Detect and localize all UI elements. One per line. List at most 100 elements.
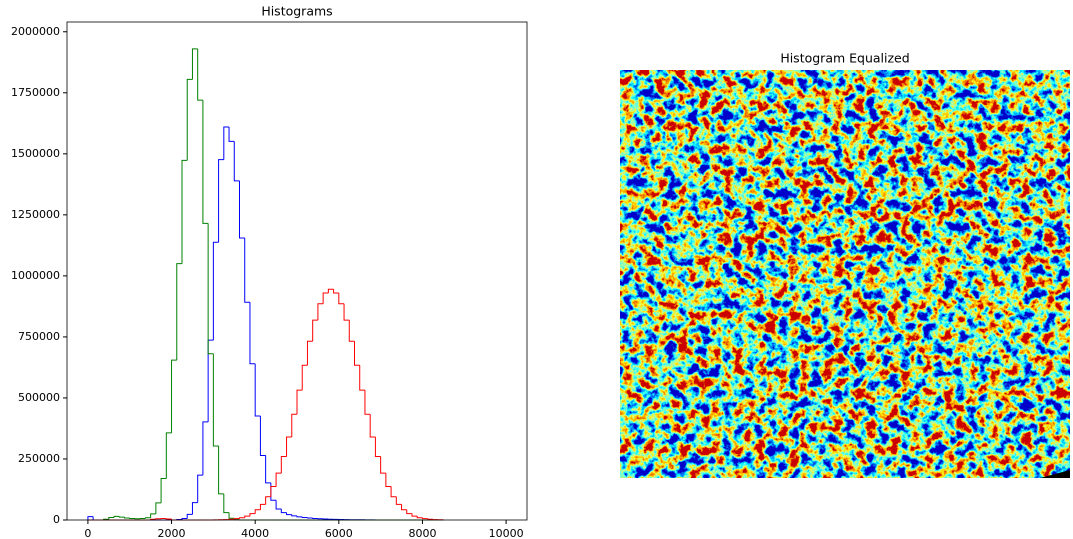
histogram-step (280, 456, 287, 474)
histogram-step (338, 292, 345, 305)
histogram-step (186, 78, 193, 161)
histogram-step (239, 180, 245, 239)
histogram-step (197, 48, 203, 101)
histogram-step (275, 472, 282, 487)
histogram-step (202, 100, 209, 224)
x-tick-label: 6000 (325, 527, 353, 539)
histogram-step (118, 516, 125, 518)
histogram-step (374, 437, 381, 458)
axes-frame (66, 21, 528, 521)
plot-area (67, 22, 527, 520)
y-tick-label: 2000000 (11, 25, 60, 38)
histogram-step (286, 512, 292, 516)
histogram-step (401, 504, 407, 511)
x-tick-label: 10000 (489, 527, 524, 539)
histogram-step (244, 515, 250, 518)
histogram-step (155, 502, 162, 514)
y-tick-label: 750000 (18, 330, 60, 343)
histogram-step (202, 421, 209, 476)
histogram-step (411, 513, 418, 517)
histogram-step (327, 288, 334, 293)
histogram-step (228, 512, 235, 519)
histogram-step (343, 303, 350, 321)
histogram-step (364, 390, 371, 415)
histogram-step (369, 414, 376, 438)
histogram-step (380, 456, 386, 474)
histogram-step (124, 517, 130, 519)
histogram-step (406, 509, 412, 515)
histogram-step (291, 413, 297, 437)
histogram-step (244, 238, 250, 303)
x-tick-label: 4000 (241, 527, 269, 539)
histogram-step (421, 517, 428, 520)
histogram-step (427, 518, 433, 520)
chart-title: Histogram Equalized (780, 51, 909, 66)
histogram-step (348, 320, 355, 342)
x-tick-label: 8000 (408, 527, 436, 539)
histogram-step (233, 518, 240, 520)
histogram-step (181, 159, 188, 264)
histogram-step (87, 516, 94, 520)
histogram-step (249, 302, 256, 365)
histogram-step (191, 502, 198, 515)
histogram-step (301, 364, 308, 391)
histogram-step (239, 517, 245, 519)
histogram-step (207, 223, 214, 355)
histogram-step (296, 389, 303, 415)
histogram-step (301, 516, 308, 519)
histogram-step (322, 292, 329, 304)
histogram-step (306, 340, 313, 366)
y-tick-label: 1750000 (11, 86, 60, 99)
histogram-step (186, 513, 193, 519)
histogram-step (395, 496, 402, 505)
histogram-step (270, 486, 277, 497)
x-tick-label: 0 (84, 527, 91, 539)
histogram-step (254, 363, 261, 417)
histogram-step (291, 514, 297, 517)
y-tick-label: 500000 (18, 391, 60, 404)
image-corner (1040, 470, 1070, 478)
histogram-step (150, 513, 156, 518)
histogram-step (176, 263, 182, 361)
histogram-step (218, 446, 224, 495)
histogram-step (165, 432, 172, 479)
chart-title: Histograms (261, 4, 332, 19)
histogram-step (280, 509, 287, 514)
histogram-step (390, 486, 397, 498)
histogram-step (354, 341, 360, 366)
histogram-step (223, 126, 230, 160)
histogram-step (191, 48, 198, 80)
histogram-step (254, 509, 261, 514)
histogram-step (265, 455, 271, 484)
image (620, 70, 1070, 478)
histogram-step (275, 500, 282, 510)
histogram-step (312, 319, 318, 342)
y-tick-label: 1250000 (11, 208, 60, 221)
y-tick-label: 250000 (18, 452, 60, 465)
histogram-step (212, 353, 219, 447)
x-tick-label: 2000 (158, 527, 186, 539)
histogram-step (416, 516, 423, 519)
histogram-step (249, 513, 256, 517)
y-tick-label: 1000000 (11, 269, 60, 282)
histogram-step (218, 159, 224, 243)
histogram-step (385, 473, 392, 488)
histogram-step (160, 478, 167, 503)
histogram-step (108, 517, 115, 520)
histogram-step (223, 493, 230, 514)
histogram-step (259, 416, 266, 457)
histogram-step (181, 518, 188, 520)
histogram-step (233, 141, 240, 182)
histogram-step (359, 365, 365, 391)
histogram-step (171, 359, 177, 433)
histogram-step (228, 126, 235, 142)
histogram-step (317, 303, 324, 321)
histogram-step (197, 474, 203, 503)
histogram-step (333, 289, 339, 294)
histogram-step (212, 241, 219, 341)
histogram-step (296, 515, 303, 518)
y-tick-label: 1500000 (11, 147, 60, 160)
histogram-step (286, 436, 292, 457)
histogram-step (259, 503, 266, 510)
